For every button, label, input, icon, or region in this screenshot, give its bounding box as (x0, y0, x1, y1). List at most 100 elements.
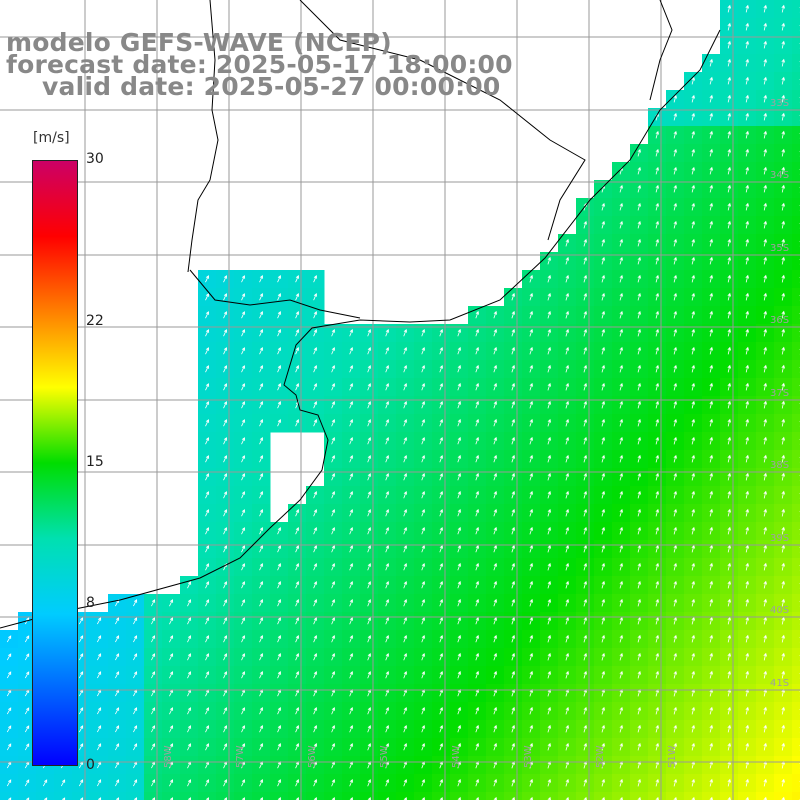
wind-arrow (241, 347, 246, 355)
wind-arrow (24, 743, 30, 751)
wind-arrow (313, 347, 318, 355)
wind-arrow (619, 220, 624, 229)
wind-arrow (637, 346, 642, 355)
wind-arrow (78, 617, 84, 625)
wind-arrow (295, 599, 300, 607)
wind-arrow (547, 598, 552, 607)
wind-arrow (547, 364, 552, 373)
wind-arrow (331, 329, 336, 337)
wind-arrow (601, 544, 606, 553)
wind-arrow (349, 364, 354, 373)
wind-arrow (511, 382, 516, 391)
wind-arrow (763, 580, 767, 589)
wind-arrow (475, 742, 480, 751)
wind-arrow (745, 310, 749, 319)
wind-arrow (601, 454, 606, 463)
wind-arrow (151, 671, 156, 679)
wind-arrow (115, 635, 120, 643)
wind-cell (792, 720, 800, 739)
wind-arrow (511, 346, 516, 355)
wind-arrow (511, 652, 516, 661)
wind-arrow (781, 310, 785, 319)
wind-arrow (619, 508, 624, 517)
wind-arrow (277, 599, 282, 607)
wind-arrow (745, 598, 749, 607)
wind-cell (792, 630, 800, 649)
wind-arrow (763, 490, 767, 499)
wind-arrow (511, 544, 516, 553)
wind-arrow (169, 707, 174, 715)
wind-arrow (493, 742, 498, 751)
wind-arrow (655, 256, 660, 265)
wind-arrow (583, 418, 588, 427)
wind-arrow (475, 778, 480, 787)
wind-cell (792, 576, 800, 595)
wind-arrow (601, 418, 606, 427)
wind-arrow (763, 364, 767, 373)
wind-arrow (781, 634, 785, 643)
wind-arrow (295, 347, 300, 355)
model-title: modelo GEFS-WAVE (NCEP) (6, 28, 392, 57)
wind-arrow (313, 743, 318, 751)
wind-arrow (367, 526, 372, 535)
wind-arrow (133, 707, 138, 715)
wind-cell (792, 234, 800, 253)
wind-arrow (223, 491, 228, 499)
wind-arrow (745, 58, 749, 67)
wind-arrow (475, 346, 480, 355)
wind-arrow (367, 400, 372, 409)
wind-arrow (637, 742, 642, 751)
wind-arrow (78, 779, 84, 787)
colorbar (32, 160, 78, 766)
wind-arrow (637, 706, 642, 715)
wind-arrow (619, 724, 624, 733)
wind-arrow (763, 130, 767, 139)
wind-arrow (673, 346, 678, 355)
wind-arrow (259, 347, 264, 355)
wind-cell (792, 360, 800, 379)
wind-arrow (673, 652, 678, 661)
wind-arrow (529, 328, 534, 337)
wind-arrow (151, 725, 156, 733)
wind-arrow (223, 653, 228, 661)
wind-arrow (457, 328, 462, 337)
wind-cell (792, 306, 800, 325)
wind-arrow (403, 562, 408, 571)
wind-arrow (691, 328, 696, 337)
wind-arrow (475, 454, 480, 463)
wind-arrow (475, 418, 480, 427)
wind-arrow (457, 724, 462, 733)
wind-arrow (457, 670, 462, 679)
wind-arrow (745, 346, 749, 355)
wind-arrow (403, 400, 408, 409)
wind-arrow (277, 365, 282, 373)
latitude-label: 33S (770, 98, 790, 109)
wind-arrow (511, 454, 516, 463)
wind-arrow (277, 527, 282, 535)
wind-arrow (6, 707, 12, 715)
wind-arrow (205, 545, 210, 553)
wind-arrow (223, 329, 228, 337)
wind-arrow (241, 473, 246, 481)
wind-arrow (709, 562, 713, 571)
wind-arrow (655, 418, 660, 427)
wind-arrow (601, 670, 606, 679)
wind-arrow (529, 400, 534, 409)
wind-arrow (115, 779, 120, 787)
wind-arrow (241, 563, 246, 571)
wind-arrow (619, 706, 624, 715)
wind-arrow (259, 671, 264, 679)
wind-arrow (313, 527, 318, 535)
wind-arrow (133, 599, 138, 607)
wind-arrow (781, 418, 785, 427)
wind-arrow (673, 274, 678, 283)
wind-arrow (727, 382, 731, 391)
wind-arrow (619, 562, 624, 571)
wind-cell (792, 270, 800, 289)
wind-arrow (655, 634, 660, 643)
wind-arrow (277, 617, 282, 625)
wind-arrow (403, 418, 408, 427)
colorbar-tick-label: 30 (86, 151, 104, 167)
wind-arrow (655, 598, 660, 607)
